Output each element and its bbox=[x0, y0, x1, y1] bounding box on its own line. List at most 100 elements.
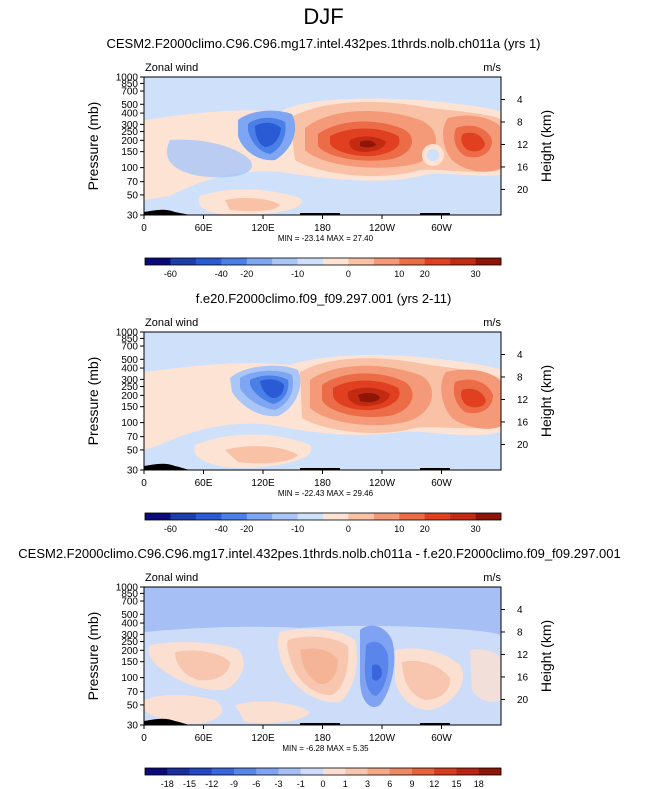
colorbar-swatch bbox=[367, 768, 391, 775]
colorbar-swatch bbox=[189, 768, 213, 775]
pressure-tick-label: 100 bbox=[121, 673, 138, 684]
height-tick-label: 4 bbox=[517, 605, 523, 616]
pressure-tick-label: 100 bbox=[121, 163, 138, 174]
pressure-tick-label: 250 bbox=[121, 127, 138, 138]
pressure-tick-label: 850 bbox=[121, 589, 138, 600]
colorbar-label: -6 bbox=[252, 779, 260, 789]
colorbar-swatch bbox=[246, 258, 273, 265]
pressure-tick-label: 30 bbox=[127, 211, 139, 222]
plot-3 bbox=[143, 586, 502, 726]
colorbar-swatch bbox=[424, 513, 451, 520]
lon-tick-label: 60E bbox=[195, 733, 213, 744]
pressure-tick-label: 400 bbox=[121, 619, 138, 630]
min-max-label: MIN = -6.28 MAX = 5.35 bbox=[282, 744, 369, 753]
colorbar-label: -60 bbox=[164, 524, 177, 534]
lon-tick-label: 60E bbox=[195, 223, 213, 234]
colorbar-swatch bbox=[456, 768, 480, 775]
colorbar-swatch bbox=[256, 768, 279, 775]
colorbar-swatch bbox=[211, 768, 235, 775]
colorbar-swatch bbox=[221, 258, 248, 265]
colorbar-label: 10 bbox=[394, 524, 404, 534]
colorbar-swatch bbox=[373, 258, 400, 265]
lon-tick-label: 60W bbox=[431, 478, 452, 489]
colorbar-label: 0 bbox=[346, 269, 351, 279]
colorbar-label: 0 bbox=[320, 779, 325, 789]
panel-3-title: CESM2.F2000climo.C96.C96.mg17.intel.432p… bbox=[18, 546, 621, 561]
colorbar-swatch bbox=[272, 258, 298, 265]
height-tick-label: 4 bbox=[517, 95, 523, 106]
colorbar-swatch bbox=[297, 258, 324, 265]
height-tick-label: 16 bbox=[517, 417, 529, 428]
y-axis-label: Pressure (mb) bbox=[85, 102, 101, 191]
pressure-tick-label: 200 bbox=[121, 136, 138, 147]
pressure-tick-label: 400 bbox=[121, 364, 138, 375]
y-axis-label: Pressure (mb) bbox=[85, 612, 101, 701]
colorbar-swatch bbox=[272, 513, 298, 520]
colorbar-swatch bbox=[221, 513, 248, 520]
lon-tick-label: 120E bbox=[251, 223, 275, 234]
colorbar-frame bbox=[144, 767, 502, 776]
colorbar-label: -18 bbox=[161, 779, 174, 789]
lon-tick-label: 180 bbox=[314, 478, 331, 489]
colorbar-swatch bbox=[167, 768, 190, 775]
lon-tick-label: 0 bbox=[141, 733, 147, 744]
pressure-tick-label: 30 bbox=[127, 466, 139, 477]
colorbar-swatch bbox=[170, 513, 197, 520]
panel-1-field-label: Zonal wind bbox=[145, 62, 198, 74]
pressure-tick-label: 100 bbox=[121, 418, 138, 429]
pressure-tick-label: 70 bbox=[127, 432, 139, 443]
colorbar-swatch bbox=[323, 258, 349, 265]
colorbar-label: 18 bbox=[474, 779, 484, 789]
pressure-tick-label: 200 bbox=[121, 391, 138, 402]
colorbar-swatch bbox=[389, 768, 413, 775]
pressure-tick-label: 1000 bbox=[116, 583, 139, 594]
lon-tick-label: 0 bbox=[141, 478, 147, 489]
height-tick-label: 16 bbox=[517, 162, 529, 173]
min-max-label: MIN = -23.14 MAX = 27.40 bbox=[278, 234, 374, 243]
plot-1 bbox=[143, 76, 502, 216]
colorbar-swatch bbox=[348, 513, 375, 520]
colorbar-swatch bbox=[234, 768, 257, 775]
height-tick-label: 12 bbox=[517, 140, 529, 151]
lon-tick-label: 60W bbox=[431, 733, 452, 744]
colorbar-swatch bbox=[412, 768, 435, 775]
lon-tick-label: 120W bbox=[369, 733, 396, 744]
pressure-tick-label: 200 bbox=[121, 646, 138, 657]
colorbar-label: 20 bbox=[420, 269, 430, 279]
height-tick-label: 8 bbox=[517, 372, 523, 383]
pressure-tick-label: 700 bbox=[121, 597, 138, 608]
colorbar-swatch bbox=[373, 513, 400, 520]
min-max-label: MIN = -22.43 MAX = 29.46 bbox=[278, 489, 374, 498]
panel-3-field-label: Zonal wind bbox=[145, 572, 198, 584]
pressure-tick-label: 300 bbox=[121, 630, 138, 641]
pressure-tick-label: 250 bbox=[121, 382, 138, 393]
colorbar-label: -3 bbox=[274, 779, 282, 789]
y-axis-label-right: Height (km) bbox=[538, 365, 554, 437]
pressure-tick-label: 850 bbox=[121, 79, 138, 90]
colorbar-swatch bbox=[399, 513, 426, 520]
lon-tick-label: 120E bbox=[251, 733, 275, 744]
pressure-tick-label: 1000 bbox=[116, 328, 139, 339]
pressure-tick-label: 300 bbox=[121, 375, 138, 386]
colorbar-label: 1 bbox=[343, 779, 348, 789]
pressure-tick-label: 500 bbox=[121, 355, 138, 366]
colorbar-frame bbox=[144, 512, 502, 521]
pressure-tick-label: 50 bbox=[127, 190, 139, 201]
panel-1-units-label: m/s bbox=[483, 62, 501, 74]
panel-2-units-label: m/s bbox=[483, 317, 501, 329]
lon-tick-label: 60E bbox=[195, 478, 213, 489]
lon-tick-label: 60W bbox=[431, 223, 452, 234]
colorbar-swatch bbox=[170, 258, 197, 265]
colorbar-label: 30 bbox=[471, 524, 481, 534]
figure-title: DJF bbox=[303, 4, 344, 29]
colorbar-label: 30 bbox=[471, 269, 481, 279]
colorbar-swatch bbox=[434, 768, 457, 775]
lon-tick-label: 120E bbox=[251, 478, 275, 489]
colorbar-swatch bbox=[348, 258, 375, 265]
colorbar-swatch bbox=[424, 258, 451, 265]
lon-tick-label: 0 bbox=[141, 223, 147, 234]
height-tick-label: 12 bbox=[517, 395, 529, 406]
pressure-tick-label: 850 bbox=[121, 334, 138, 345]
colorbar-label: 3 bbox=[365, 779, 370, 789]
colorbar-label: -60 bbox=[164, 269, 177, 279]
